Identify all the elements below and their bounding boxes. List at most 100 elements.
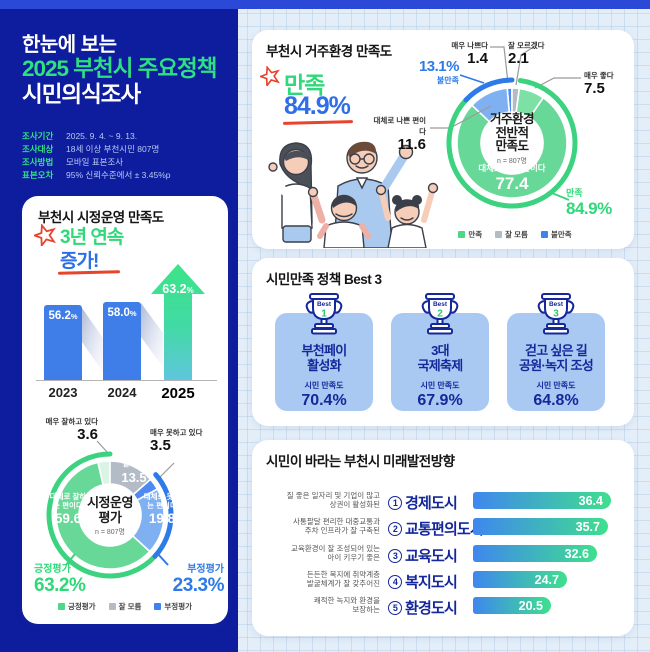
seg-label-somewhat-good: 대체로 좋은 편이다 77.4 bbox=[478, 163, 546, 193]
legend-item: 만족 bbox=[458, 229, 482, 240]
star-doodle-icon bbox=[260, 66, 280, 86]
policy-value: 67.9% bbox=[417, 392, 463, 409]
living-donut-svg bbox=[430, 45, 581, 209]
satisfied-summary: 만족 84.9% bbox=[566, 188, 612, 218]
positive-summary: 긍정평가 63.2% bbox=[34, 564, 86, 596]
callout-very-good: 매우 잘하고 있다 3.6 bbox=[45, 417, 98, 443]
survey-row: 조사기간 2025. 9. 4. ~ 9. 13. bbox=[22, 130, 227, 142]
legend-item: 긍정평가 bbox=[57, 601, 96, 612]
x-axis-line bbox=[36, 380, 217, 381]
future-bar: 36.4 bbox=[473, 492, 611, 509]
survey-row: 조사방법 모바일 표본조사 bbox=[22, 156, 227, 168]
family-illustration bbox=[268, 141, 439, 248]
policy-metric-label: 시민 만족도 bbox=[536, 381, 576, 390]
ops-badge-line1: 3년 연속 bbox=[60, 227, 124, 248]
future-card bbox=[252, 440, 634, 636]
policy-title: 국제축제 bbox=[417, 358, 463, 373]
callout-very-bad: 매우 나쁘다 1.4 bbox=[451, 41, 488, 67]
future-row-desc: 쾌적한 녹지와 환경을 보장하는 bbox=[313, 596, 380, 614]
trophy-best1-icon: Best 1 bbox=[305, 293, 343, 335]
future-bar: 32.6 bbox=[473, 545, 597, 562]
rank-number-circle: 1 bbox=[388, 495, 402, 510]
ops-card-title: 부천시 시정운영 만족도 bbox=[38, 210, 164, 225]
bar-value-label: 56.2% bbox=[48, 310, 78, 322]
policy-value: 70.4% bbox=[301, 392, 347, 409]
legend-item: 잘 모름 bbox=[495, 229, 528, 240]
policy-title: 활성화 bbox=[307, 358, 341, 373]
trend-ribbons bbox=[82, 303, 163, 372]
legend-item: 부정평가 bbox=[154, 601, 192, 612]
future-bar-value: 24.7 bbox=[534, 573, 559, 587]
callout-very-good: 매우 좋다 7.5 bbox=[584, 71, 614, 97]
ops-donut-svg bbox=[46, 440, 175, 579]
rank-number-circle: 2 bbox=[388, 521, 402, 536]
top-accent-bar bbox=[0, 0, 650, 9]
legend-swatch bbox=[495, 231, 503, 238]
future-bar-value: 35.7 bbox=[575, 520, 600, 534]
survey-row: 표본오차 95% 신뢰수준에서 ± 3.45%p bbox=[22, 169, 227, 181]
future-row-desc: 사통팔달 편리한 대중교통과 주차 인프라가 잘 구축된 bbox=[293, 517, 380, 535]
legend-swatch bbox=[540, 231, 548, 238]
future-row-desc: 든든한 복지에 취약계층 발굴체계가 잘 갖추어진 bbox=[306, 570, 380, 588]
year-label-2025: 2025 bbox=[161, 385, 195, 402]
policy-title: 걷고 싶은 길 bbox=[524, 343, 588, 358]
legend-swatch bbox=[154, 603, 162, 610]
callout-very-bad: 매우 못하고 있다 3.5 bbox=[150, 428, 203, 454]
trend-bar-2024: 58.0% bbox=[103, 302, 141, 380]
rank-number-circle: 5 bbox=[388, 600, 402, 615]
future-bar-value: 32.6 bbox=[564, 547, 589, 561]
living-headline-label: 만족 bbox=[284, 72, 325, 98]
future-bar: 24.7 bbox=[473, 571, 567, 588]
svg-text:3: 3 bbox=[553, 309, 559, 320]
future-row-desc: 교육환경이 잘 조성되어 있는 아이 키우기 좋은 bbox=[290, 544, 380, 562]
page-subtitle: 한눈에 보는 bbox=[22, 34, 117, 56]
policy-metric-label: 시민 만족도 bbox=[304, 381, 344, 390]
star-doodle-icon bbox=[34, 224, 56, 246]
future-row-name: 3 교육도시 bbox=[388, 545, 458, 566]
policy-value: 64.8% bbox=[533, 392, 579, 409]
rank-number-circle: 3 bbox=[388, 548, 402, 563]
survey-value: 2025. 9. 4. ~ 9. 13. bbox=[66, 131, 138, 141]
living-legend: 만족 잘 모름 불만족 bbox=[430, 229, 600, 240]
best3-title: 시민만족 정책 Best 3 bbox=[266, 272, 382, 287]
callout-unknown: 잘 모르겠다 2.1 bbox=[508, 41, 545, 67]
seg-label-somewhat-bad: 대체로 못하는 편이다 19.8 bbox=[143, 492, 181, 526]
trend-bar-2023: 56.2% bbox=[44, 305, 82, 380]
svg-text:Best: Best bbox=[317, 301, 332, 308]
policy-title: 공원·녹지 조성 bbox=[518, 358, 594, 373]
survey-value: 18세 이상 부천시민 807명 bbox=[66, 144, 160, 154]
callout-somewhat-bad: 대체로 나쁜 편이다 11.6 bbox=[373, 116, 426, 153]
policy-metric-label: 시민 만족도 bbox=[420, 381, 460, 390]
seg-label-unsure: 잘 모름 13.5 bbox=[121, 459, 147, 485]
living-env-card bbox=[252, 30, 634, 249]
survey-row: 조사대상 18세 이상 부천시민 807명 bbox=[22, 143, 227, 155]
future-row-name: 1 경제도시 bbox=[388, 492, 458, 513]
bar-value-label: 58.0% bbox=[107, 307, 137, 319]
page-title-line1: 2025 부천시 주요정책 bbox=[22, 56, 217, 81]
trophy-best3-icon: Best 3 bbox=[537, 293, 575, 335]
living-headline-value: 84.9% bbox=[284, 92, 351, 120]
future-title: 시민이 바라는 부천시 미래발전방향 bbox=[266, 454, 455, 469]
survey-value: 모바일 표본조사 bbox=[66, 157, 124, 167]
trend-arrow-2025 bbox=[151, 264, 205, 380]
survey-label: 조사방법 bbox=[22, 157, 54, 167]
rank-number-circle: 4 bbox=[388, 574, 402, 589]
policy-title: 부천페이 bbox=[301, 343, 347, 358]
living-card-title: 부천시 거주환경 만족도 bbox=[266, 44, 392, 59]
negative-summary: 부정평가 23.3% bbox=[172, 564, 225, 596]
trophy-best2-icon: Best 2 bbox=[421, 293, 459, 335]
future-row-name: 2 교통편의도시 bbox=[388, 518, 484, 539]
svg-text:Best: Best bbox=[549, 301, 564, 308]
legend-swatch bbox=[57, 603, 65, 610]
future-bar-value: 20.5 bbox=[518, 599, 543, 613]
svg-text:2: 2 bbox=[437, 309, 443, 320]
future-row-name: 5 환경도시 bbox=[388, 597, 458, 618]
future-bar-value: 36.4 bbox=[578, 494, 603, 508]
survey-label: 조사기간 bbox=[22, 131, 54, 141]
legend-item: 잘 모름 bbox=[108, 601, 141, 612]
policy-title: 3대 bbox=[431, 343, 449, 358]
ops-legend: 긍정평가 잘 모름 부정평가 bbox=[22, 601, 228, 612]
arrow-value-label: 63.2% bbox=[162, 282, 194, 296]
future-bar: 35.7 bbox=[473, 518, 608, 535]
